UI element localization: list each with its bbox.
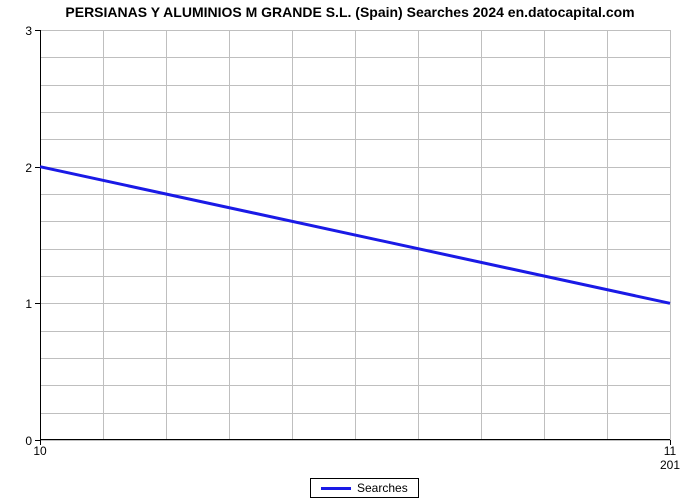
series-line-searches <box>40 167 670 304</box>
y-tick-label: 2 <box>25 161 32 175</box>
chart-container: PERSIANAS Y ALUMINIOS M GRANDE S.L. (Spa… <box>0 0 700 500</box>
y-tick-label: 3 <box>25 24 32 38</box>
legend-label: Searches <box>357 481 408 495</box>
plot-area <box>40 30 670 440</box>
gridline-horizontal <box>40 440 670 441</box>
x-tick-label: 10 <box>33 444 46 458</box>
y-tick-label: 1 <box>25 297 32 311</box>
legend-swatch <box>321 487 351 490</box>
legend: Searches <box>310 478 419 498</box>
series-layer <box>40 30 670 440</box>
x-axis-sub-label: 201 <box>660 458 680 472</box>
x-tick-label: 11 <box>664 444 676 458</box>
gridline-vertical <box>670 30 671 440</box>
chart-title: PERSIANAS Y ALUMINIOS M GRANDE S.L. (Spa… <box>0 4 700 20</box>
y-tick-label: 0 <box>25 434 32 448</box>
